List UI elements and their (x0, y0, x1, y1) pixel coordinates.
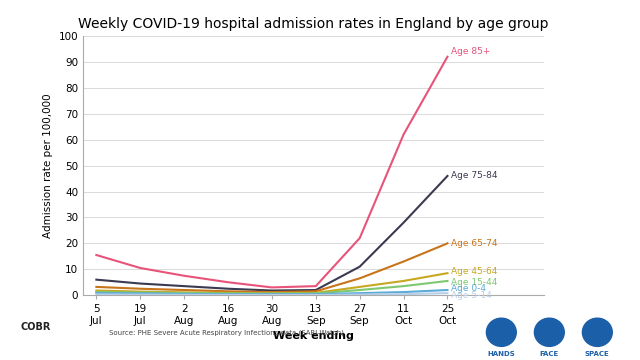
Text: Age 5-14: Age 5-14 (451, 291, 492, 300)
Text: Age 85+: Age 85+ (451, 47, 490, 56)
Text: Age 0-4: Age 0-4 (451, 284, 486, 293)
Y-axis label: Admission rate per 100,000: Admission rate per 100,000 (43, 93, 53, 238)
Circle shape (486, 318, 516, 346)
Text: COBR: COBR (20, 322, 51, 332)
Text: Source: PHE Severe Acute Respiratory Infections data (SARI-Watch): Source: PHE Severe Acute Respiratory Inf… (109, 329, 344, 336)
Circle shape (582, 318, 612, 346)
Text: FACE: FACE (540, 351, 559, 357)
Text: Age 15-44: Age 15-44 (451, 278, 497, 287)
Title: Weekly COVID-19 hospital admission rates in England by age group: Weekly COVID-19 hospital admission rates… (78, 17, 549, 31)
X-axis label: Week ending: Week ending (273, 332, 354, 341)
Circle shape (534, 318, 564, 346)
Text: Age 45-64: Age 45-64 (451, 267, 497, 276)
Text: Age 75-84: Age 75-84 (451, 171, 497, 180)
Text: SPACE: SPACE (585, 351, 610, 357)
Text: HANDS: HANDS (488, 351, 515, 357)
Text: Age 65-74: Age 65-74 (451, 239, 497, 248)
